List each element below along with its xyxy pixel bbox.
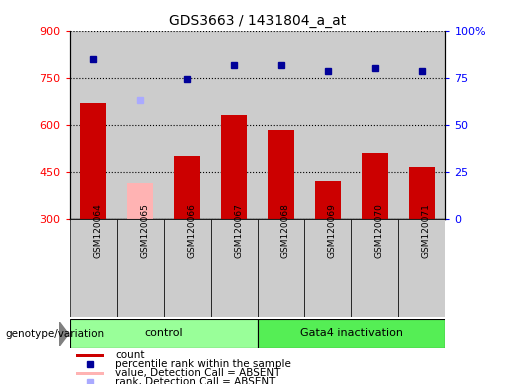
- Text: GSM120064: GSM120064: [93, 203, 102, 258]
- Bar: [76, 354, 104, 357]
- Bar: [258, 31, 304, 219]
- Text: GSM120066: GSM120066: [187, 203, 196, 258]
- Bar: [76, 372, 104, 375]
- Bar: [116, 31, 164, 219]
- Bar: [352, 219, 399, 317]
- Text: GSM120070: GSM120070: [375, 203, 384, 258]
- Text: genotype/variation: genotype/variation: [5, 329, 104, 339]
- Bar: [70, 31, 116, 219]
- Bar: [304, 31, 352, 219]
- Bar: [70, 319, 258, 348]
- Text: count: count: [115, 351, 145, 361]
- Text: GSM120067: GSM120067: [234, 203, 243, 258]
- Bar: [268, 129, 294, 219]
- Bar: [174, 156, 200, 219]
- Polygon shape: [59, 322, 68, 346]
- Text: GSM120065: GSM120065: [140, 203, 149, 258]
- Text: value, Detection Call = ABSENT: value, Detection Call = ABSENT: [115, 368, 281, 378]
- Bar: [211, 31, 258, 219]
- Text: control: control: [144, 328, 183, 338]
- Bar: [315, 181, 341, 219]
- Bar: [116, 219, 164, 317]
- Bar: [211, 219, 258, 317]
- Text: rank, Detection Call = ABSENT: rank, Detection Call = ABSENT: [115, 377, 276, 384]
- Text: GSM120068: GSM120068: [281, 203, 290, 258]
- Bar: [399, 219, 445, 317]
- Bar: [304, 219, 352, 317]
- Text: GSM120069: GSM120069: [328, 203, 337, 258]
- Bar: [409, 167, 435, 219]
- Bar: [399, 31, 445, 219]
- Bar: [164, 31, 211, 219]
- Bar: [362, 153, 388, 219]
- Text: Gata4 inactivation: Gata4 inactivation: [300, 328, 403, 338]
- Bar: [258, 219, 304, 317]
- Bar: [221, 115, 247, 219]
- Text: percentile rank within the sample: percentile rank within the sample: [115, 359, 291, 369]
- Bar: [258, 319, 445, 348]
- Text: GSM120071: GSM120071: [422, 203, 431, 258]
- Bar: [164, 219, 211, 317]
- Title: GDS3663 / 1431804_a_at: GDS3663 / 1431804_a_at: [169, 14, 346, 28]
- Bar: [80, 103, 106, 219]
- Bar: [127, 183, 153, 219]
- Bar: [70, 219, 116, 317]
- Bar: [352, 31, 399, 219]
